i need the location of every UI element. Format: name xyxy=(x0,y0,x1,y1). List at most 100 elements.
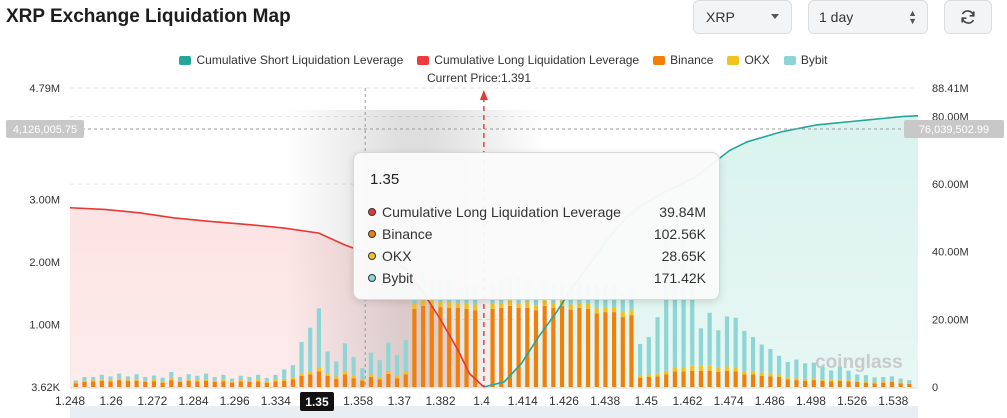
page-title: XRP Exchange Liquidation Map xyxy=(6,6,291,27)
okx-bar xyxy=(316,367,322,372)
okx-bar xyxy=(99,379,104,381)
binance-bar xyxy=(829,381,834,387)
binance-bar xyxy=(221,381,226,387)
binance-bar xyxy=(533,310,539,387)
binance-bar xyxy=(681,371,686,387)
okx-bar xyxy=(143,380,148,383)
x-axis-tick: 1.414 xyxy=(508,394,538,408)
binance-bar xyxy=(811,380,816,387)
binance-bar xyxy=(603,312,608,387)
bybit-bar xyxy=(889,376,895,381)
x-axis-tick: 1.26 xyxy=(99,394,123,408)
bybit-bar xyxy=(872,377,877,383)
okx-bar xyxy=(776,374,782,378)
legend-item-okx[interactable]: OKX xyxy=(727,53,770,67)
bybit-bar xyxy=(195,375,200,381)
left-axis-tick: 3.00M xyxy=(29,195,60,207)
bybit-bar xyxy=(360,368,365,379)
bybit-bar xyxy=(91,377,96,381)
okx-bar xyxy=(308,371,313,375)
okx-bar xyxy=(299,373,304,376)
bybit-bar xyxy=(325,351,330,374)
okx-bar xyxy=(464,303,469,309)
okx-bar xyxy=(238,380,243,382)
binance-bar xyxy=(368,377,374,387)
binance-bar xyxy=(316,371,322,387)
bybit-bar xyxy=(776,355,782,375)
binance-bar xyxy=(585,308,591,387)
okx-bar xyxy=(273,379,278,382)
x-axis-tick: 1.334 xyxy=(261,394,291,408)
okx-bar xyxy=(325,373,330,376)
series-dot-icon xyxy=(368,208,376,216)
legend-item-binance[interactable]: Binance xyxy=(653,53,713,67)
coin-select[interactable]: XRP xyxy=(693,0,792,34)
legend-label: Cumulative Long Liquidation Leverage xyxy=(434,53,640,67)
okx-bar xyxy=(707,365,712,371)
binance-bar xyxy=(455,307,460,387)
bybit-bar xyxy=(811,362,816,379)
bybit-bar xyxy=(698,328,704,366)
legend-swatch xyxy=(727,55,740,65)
binance-bar xyxy=(698,370,704,387)
okx-bar xyxy=(811,378,816,381)
okx-bar xyxy=(629,310,634,316)
binance-bar xyxy=(447,307,452,387)
okx-bar xyxy=(803,378,808,381)
okx-bar xyxy=(855,380,860,383)
bybit-bar xyxy=(690,265,695,366)
bybit-bar xyxy=(247,377,252,381)
time-range-select[interactable]: 1 day ▲ ▼ xyxy=(808,0,928,34)
tooltip-series-value: 171.42K xyxy=(653,270,706,286)
binance-bar xyxy=(82,382,87,387)
binance-bar xyxy=(299,375,304,387)
binance-bar xyxy=(898,383,903,387)
bybit-bar xyxy=(282,369,287,379)
legend-item-bybit[interactable]: Bybit xyxy=(783,53,828,67)
binance-bar xyxy=(759,375,764,387)
watermark-logo: coinglass xyxy=(815,352,903,373)
tooltip-title: 1.35 xyxy=(370,171,400,188)
right-axis-tick: 0 xyxy=(932,382,938,394)
bybit-bar xyxy=(264,377,269,382)
bybit-bar xyxy=(394,355,400,376)
legend-item-long[interactable]: Cumulative Long Liquidation Leverage xyxy=(417,53,639,67)
binance-bar xyxy=(568,309,573,387)
current-price-arrow-icon xyxy=(479,90,488,100)
bybit-bar xyxy=(351,357,356,376)
binance-bar xyxy=(195,381,200,387)
binance-bar xyxy=(724,370,730,387)
bybit-bar xyxy=(334,361,339,377)
okx-bar xyxy=(768,373,773,377)
refresh-button[interactable] xyxy=(944,0,992,34)
okx-bar xyxy=(212,380,217,383)
okx-bar xyxy=(655,373,660,377)
okx-bar xyxy=(195,380,200,382)
bybit-bar xyxy=(768,348,773,374)
binance-bar xyxy=(846,381,851,387)
x-axis-tick: 1.526 xyxy=(837,394,867,408)
okx-bar xyxy=(742,371,747,375)
okx-bar xyxy=(568,304,573,310)
bybit-bar xyxy=(794,359,799,379)
binance-bar xyxy=(256,381,261,387)
okx-bar xyxy=(169,378,174,381)
binance-bar xyxy=(99,380,104,387)
bybit-bar xyxy=(99,374,104,380)
legend-item-short[interactable]: Cumulative Short Liquidation Leverage xyxy=(179,53,403,67)
binance-bar xyxy=(542,305,547,387)
binance-bar xyxy=(881,382,886,387)
okx-bar xyxy=(542,300,547,306)
binance-bar xyxy=(855,382,860,387)
okx-bar xyxy=(698,365,704,371)
binance-bar xyxy=(837,380,842,387)
okx-bar xyxy=(403,371,408,375)
binance-bar xyxy=(203,380,209,387)
binance-bar xyxy=(490,308,495,387)
binance-bar xyxy=(499,307,504,387)
okx-bar xyxy=(577,302,582,308)
legend-label: Cumulative Short Liquidation Leverage xyxy=(196,53,404,67)
okx-bar xyxy=(108,380,113,382)
binance-bar xyxy=(473,310,478,387)
binance-bar xyxy=(160,382,165,387)
